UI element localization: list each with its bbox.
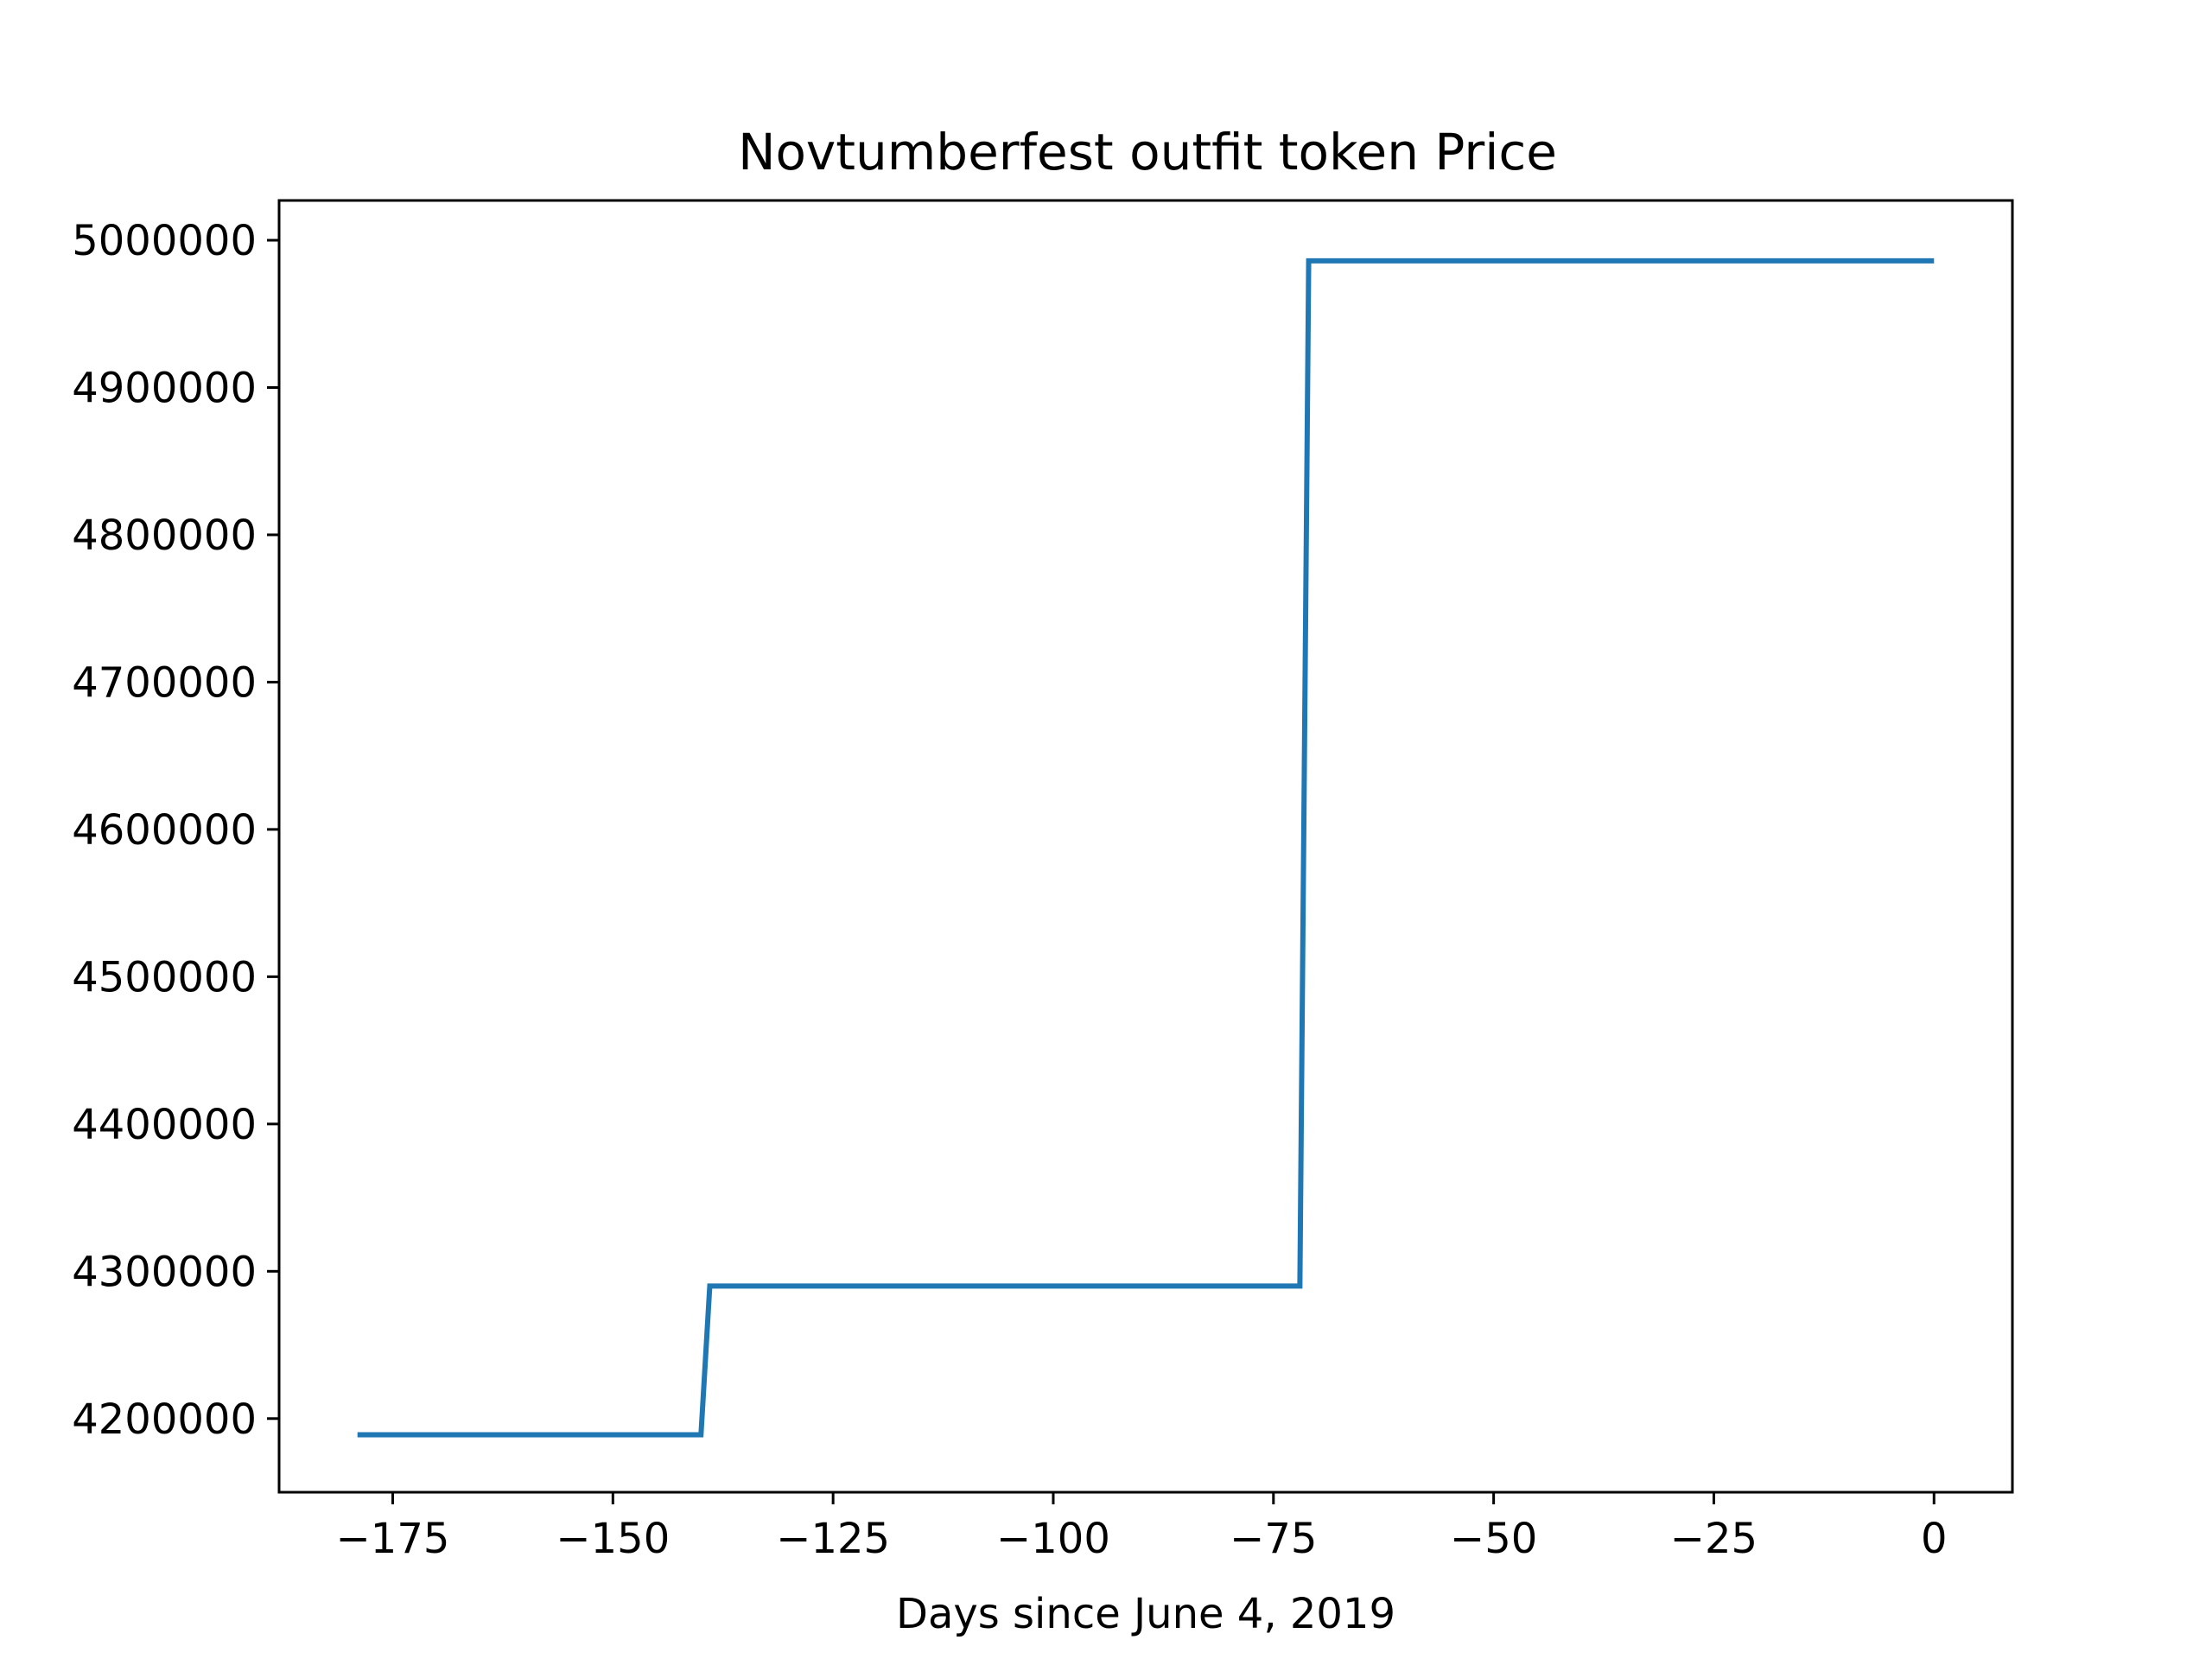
x-axis-label: Days since June 4, 2019	[896, 1590, 1395, 1638]
y-tick-label: 4600000	[72, 806, 257, 855]
y-tick-label: 4900000	[72, 364, 257, 412]
x-tick-label: −50	[1450, 1515, 1537, 1563]
axes-frame	[277, 199, 2014, 1494]
y-axis: 4200000 4300000 4400000 4500000 4600000 47000…	[72, 217, 279, 1444]
x-tick-label: −100	[996, 1515, 1110, 1563]
x-axis: −175 −150 −125 −100 −75 −50 −25 0	[336, 1492, 1948, 1563]
y-tick-label: 4300000	[72, 1248, 257, 1296]
y-tick-label: 4500000	[72, 953, 257, 1001]
x-tick-label: −25	[1670, 1515, 1758, 1563]
plot-area	[357, 257, 1935, 1438]
y-tick-label: 4800000	[72, 512, 257, 560]
x-tick-label: −125	[776, 1515, 890, 1563]
chart-title: Novtumberfest outfit token Price	[738, 123, 1557, 181]
price-series-line	[357, 257, 1935, 1438]
y-tick-label: 4200000	[72, 1395, 257, 1444]
x-tick-label: −175	[336, 1515, 450, 1563]
y-tick-label: 4400000	[72, 1101, 257, 1149]
x-tick-label: −75	[1230, 1515, 1317, 1563]
y-tick-label: 4700000	[72, 658, 257, 707]
x-tick-label: −150	[556, 1515, 670, 1563]
y-tick-label: 5000000	[72, 217, 257, 265]
x-tick-label: 0	[1921, 1515, 1948, 1563]
